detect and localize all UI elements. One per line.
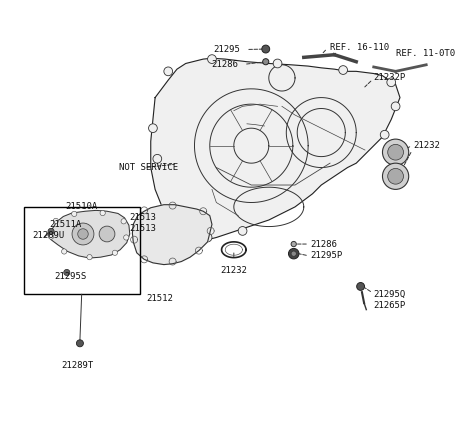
Circle shape: [149, 124, 157, 132]
Text: 21286: 21286: [310, 239, 337, 249]
Circle shape: [177, 216, 186, 225]
Text: 21513: 21513: [129, 213, 156, 222]
Circle shape: [388, 169, 403, 184]
Circle shape: [100, 210, 105, 216]
Text: 21232: 21232: [413, 141, 440, 150]
Text: 21295: 21295: [213, 45, 240, 54]
Polygon shape: [133, 205, 212, 264]
Circle shape: [357, 282, 365, 290]
Polygon shape: [151, 58, 400, 240]
Text: 21513: 21513: [129, 224, 156, 233]
Circle shape: [77, 340, 83, 347]
Circle shape: [78, 229, 88, 239]
Circle shape: [383, 139, 409, 165]
Text: 21289U: 21289U: [33, 231, 65, 240]
Circle shape: [87, 255, 92, 260]
Text: 21286: 21286: [212, 60, 238, 69]
Circle shape: [238, 227, 247, 235]
Circle shape: [71, 211, 77, 216]
Bar: [24, 207, 140, 294]
Circle shape: [291, 251, 297, 256]
Circle shape: [273, 59, 282, 68]
Circle shape: [208, 55, 216, 63]
Circle shape: [262, 45, 270, 53]
Circle shape: [121, 219, 126, 224]
Circle shape: [291, 242, 297, 247]
Text: 21289T: 21289T: [62, 361, 94, 370]
Text: 21232P: 21232P: [374, 73, 406, 82]
Circle shape: [64, 269, 70, 275]
Circle shape: [391, 102, 400, 111]
Text: REF. 16-110: REF. 16-110: [330, 43, 389, 52]
Circle shape: [339, 66, 347, 74]
Circle shape: [53, 218, 58, 224]
Polygon shape: [48, 210, 130, 258]
Text: 21295Q: 21295Q: [374, 290, 406, 299]
Circle shape: [263, 59, 269, 65]
Text: 21295S: 21295S: [55, 272, 87, 281]
Circle shape: [388, 144, 403, 160]
Circle shape: [164, 67, 172, 76]
Circle shape: [62, 249, 67, 254]
Circle shape: [112, 250, 118, 255]
Text: 21511A: 21511A: [49, 220, 82, 229]
Circle shape: [383, 163, 409, 189]
Circle shape: [387, 78, 396, 87]
Circle shape: [99, 226, 115, 242]
Circle shape: [380, 130, 389, 139]
Circle shape: [72, 223, 94, 245]
Text: NOT SERVICE: NOT SERVICE: [119, 163, 179, 172]
Circle shape: [289, 249, 299, 259]
Text: 21232: 21232: [220, 266, 247, 275]
Circle shape: [48, 234, 54, 239]
Circle shape: [124, 235, 129, 240]
Text: 21510A: 21510A: [65, 202, 98, 211]
Text: REF. 11-0T0: REF. 11-0T0: [396, 49, 454, 59]
Circle shape: [203, 233, 212, 242]
Circle shape: [48, 228, 54, 235]
Text: 21512: 21512: [146, 294, 173, 303]
Text: 21295P: 21295P: [310, 251, 342, 260]
Text: 21265P: 21265P: [374, 301, 406, 310]
Circle shape: [153, 154, 162, 163]
